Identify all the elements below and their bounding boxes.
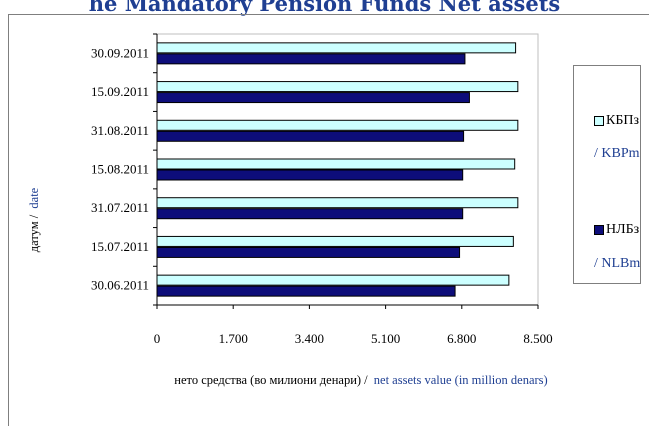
bar-kbp-15.07.2011 <box>156 235 514 247</box>
x-tick-label: 6.800 <box>447 331 476 346</box>
y-tick-label: 15.08.2011 <box>91 162 149 177</box>
y-axis-title-en: date <box>27 187 41 208</box>
x-tick-label: 8.500 <box>523 331 552 346</box>
bar-kbp-15.09.2011 <box>156 81 519 93</box>
y-tick-label: 30.09.2011 <box>91 45 149 60</box>
bar-nlb-30.06.2011 <box>156 285 456 297</box>
legend-label-kbp: КБПз <box>606 113 640 128</box>
bar-nlb-15.08.2011 <box>156 169 464 181</box>
chart-frame <box>8 14 649 426</box>
bar-nlb-31.07.2011 <box>156 208 464 220</box>
svg-text:нето средства (во милиони дена: нето средства (во милиони денари) / net … <box>174 373 547 387</box>
bar-nlb-30.09.2011 <box>156 53 466 65</box>
x-tick-label: 0 <box>154 331 161 346</box>
bar-nlb-31.08.2011 <box>156 130 465 142</box>
legend-item-kbp: КБПз <box>594 113 639 129</box>
legend-item-nlb: НЛБз <box>594 222 639 238</box>
y-axis-title: датум / date <box>27 187 41 252</box>
bar-kbp-31.07.2011 <box>156 197 519 209</box>
bar-nlb-15.07.2011 <box>156 246 461 258</box>
y-tick-label: 30.06.2011 <box>91 278 149 293</box>
legend: КБПз / KBPm НЛБз / NLBm <box>573 65 641 284</box>
legend-label-nlb: НЛБз <box>606 222 640 237</box>
bar-nlb-15.09.2011 <box>156 92 470 104</box>
y-tick-label: 31.08.2011 <box>91 123 149 138</box>
svg-text:датум / date: датум / date <box>27 187 41 252</box>
plot-area: 30.09.2011 15.09.2011 31.08.2011 15.08.2011… <box>91 33 553 346</box>
y-axis-title-mk: датум / <box>27 214 41 252</box>
chart-title: he Mandatory Pension Funds Net assets <box>88 0 561 16</box>
bar-kbp-15.08.2011 <box>156 158 516 170</box>
legend-swatch-nlb <box>594 225 604 235</box>
x-tick-label: 5.100 <box>371 331 400 346</box>
x-axis-title-mk: нето средства (во милиони денари) / <box>174 373 368 387</box>
legend-label-kbp-en: / KBPm <box>594 146 640 161</box>
x-tick-label: 1.700 <box>219 331 248 346</box>
bar-kbp-30.09.2011 <box>156 42 517 54</box>
y-tick-label: 15.07.2011 <box>91 239 149 254</box>
bar-kbp-30.06.2011 <box>156 274 510 286</box>
legend-swatch-kbp <box>594 116 604 126</box>
y-tick-label: 31.07.2011 <box>91 200 149 215</box>
bar-kbp-31.08.2011 <box>156 119 519 131</box>
legend-label-nlb-en: / NLBm <box>594 256 641 271</box>
x-tick-label: 3.400 <box>295 331 324 346</box>
x-axis-title-en: net assets value (in million denars) <box>374 373 548 387</box>
y-tick-label: 15.09.2011 <box>91 84 149 99</box>
x-axis-title: нето средства (во милиони денари) / net … <box>174 373 547 387</box>
